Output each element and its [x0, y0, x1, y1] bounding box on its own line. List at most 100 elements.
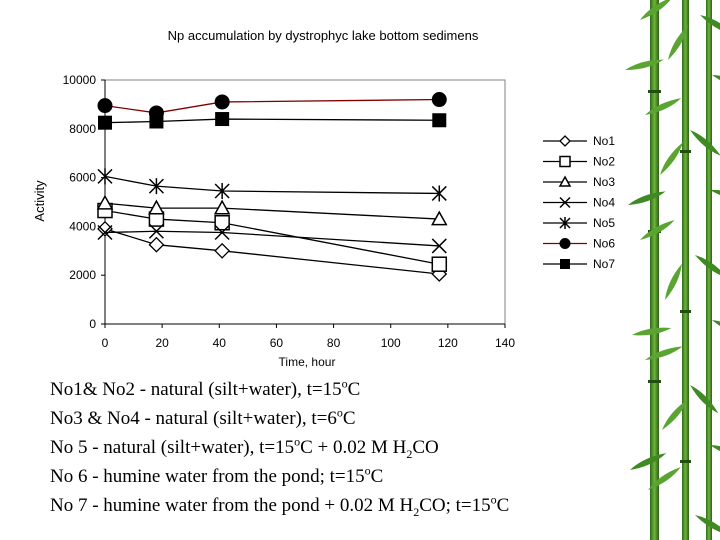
y-tick-label: 2000: [69, 268, 96, 282]
bamboo-leaf: [632, 327, 672, 336]
data-point: [431, 92, 447, 108]
note-line: No1& No2 - natural (silt+water), t=15oC: [50, 375, 650, 404]
legend-item: No4: [543, 196, 615, 210]
legend-item: No6: [543, 237, 615, 251]
y-tick-label: 4000: [69, 219, 96, 233]
note-part: 2: [413, 504, 420, 519]
bamboo-leaf: [648, 467, 681, 490]
note-part: No 6 - humine water from the pond; t=15: [50, 466, 365, 487]
data-point: [431, 185, 447, 202]
series-line: [104, 175, 440, 195]
x-tick-label: 40: [213, 336, 227, 350]
data-point: [432, 113, 447, 128]
legend-label: No1: [593, 134, 615, 148]
note-line: No3 & No4 - natural (silt+water), t=6oC: [50, 404, 650, 433]
series-no4: [97, 223, 447, 254]
x-tick-label: 100: [381, 336, 401, 350]
data-point: [149, 114, 164, 129]
data-point: [431, 238, 447, 254]
series-no2: [97, 202, 448, 272]
y-axis-label: Activity: [32, 180, 47, 222]
note-part: C + 0.02 M H: [300, 437, 407, 458]
note-line: No 7 - humine water from the pond + 0.02…: [50, 491, 650, 520]
data-point: [559, 238, 571, 249]
y-tick-label: 8000: [69, 122, 96, 136]
legend-label: No6: [593, 237, 615, 251]
legend-item: No3: [543, 175, 615, 189]
notes: No1& No2 - natural (silt+water), t=15oC N…: [50, 375, 650, 520]
x-axis: 0 20 40 60 80 100 120 140: [102, 323, 515, 350]
series-no3: [96, 194, 448, 226]
note-part: C: [347, 379, 361, 400]
legend-label: No7: [593, 257, 615, 271]
bamboo-leaf: [660, 142, 683, 175]
data-point: [98, 115, 112, 130]
bamboo-leaf: [628, 191, 666, 205]
x-tick-label: 60: [270, 336, 284, 350]
note-part: o: [294, 434, 301, 449]
legend-label: No4: [593, 196, 615, 210]
bamboo-leaf: [665, 263, 682, 300]
data-point: [431, 210, 448, 226]
data-point: [559, 217, 571, 229]
series-line: [104, 118, 440, 124]
series-no6: [97, 92, 447, 121]
data-point: [148, 199, 165, 215]
data-point: [559, 135, 571, 147]
x-axis-label: Time, hour: [279, 355, 336, 369]
note-part: C: [342, 408, 356, 429]
bamboo-leaf: [645, 346, 683, 360]
data-point: [214, 214, 230, 231]
y-tick-label: 6000: [69, 171, 96, 185]
note-part: o: [490, 492, 497, 507]
x-tick-label: 120: [438, 336, 458, 350]
data-point: [148, 223, 164, 239]
bamboo-leaves: [625, 0, 720, 535]
note-line: No 5 - natural (silt+water), t=15oC + 0.…: [50, 433, 650, 462]
legend-item: No7: [543, 257, 615, 271]
note-part: o: [341, 376, 348, 391]
data-point: [214, 94, 230, 110]
legend-label: No3: [593, 175, 615, 189]
note-part: No 5 - natural (silt+water), t=15: [50, 437, 295, 458]
note-part: CO; t=15: [419, 495, 491, 516]
series-no7: [98, 112, 447, 130]
bamboo-leaf: [690, 385, 719, 414]
data-point: [214, 224, 230, 241]
series-layer: [96, 92, 448, 282]
series-line: [104, 202, 440, 220]
bamboo-leaf: [695, 515, 720, 535]
x-tick-label: 0: [102, 336, 109, 350]
data-point: [148, 236, 165, 253]
note-part: C: [496, 495, 510, 516]
data-point: [97, 168, 113, 185]
data-point: [559, 155, 571, 168]
data-point: [214, 242, 231, 259]
legend-item: No2: [543, 155, 615, 169]
y-tick-label: 0: [89, 317, 96, 331]
chart-title: Np accumulation by dystrophyc lake botto…: [168, 28, 479, 43]
note-part: o: [336, 405, 343, 420]
legend-item: No1: [543, 134, 615, 148]
data-point: [214, 183, 230, 200]
series-line: [104, 228, 440, 275]
note-line: No 6 - humine water from the pond; t=15o…: [50, 462, 650, 491]
legend: No1 No2 No3 No4 No5 No6 No7: [543, 134, 615, 271]
note-part: C: [370, 466, 384, 487]
data-point: [213, 199, 231, 215]
note-part: No3 & No4 - natural (silt+water), t=6: [50, 408, 337, 429]
bamboo-leaf: [640, 220, 675, 240]
series-line: [104, 209, 440, 265]
note-part: CO: [412, 437, 439, 458]
data-point: [215, 112, 230, 127]
data-point: [559, 196, 571, 209]
note-part: o: [364, 463, 371, 478]
x-tick-label: 80: [327, 336, 341, 350]
bamboo-leaf: [662, 399, 688, 430]
data-point: [560, 259, 570, 269]
bamboo-leaf: [630, 453, 667, 470]
note-part: 2: [406, 446, 413, 461]
series-line: [104, 98, 440, 114]
